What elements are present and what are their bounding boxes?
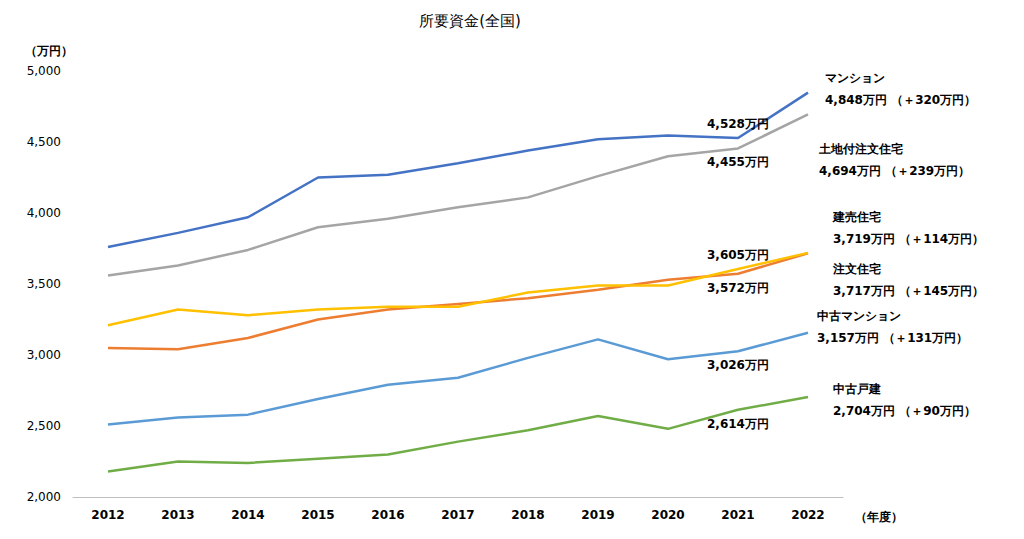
svg-text:2019: 2019	[581, 508, 614, 522]
svg-text:2013: 2013	[161, 508, 194, 522]
svg-text:2022: 2022	[791, 508, 824, 522]
svg-text:2,614万円: 2,614万円	[707, 417, 769, 431]
svg-text:2021: 2021	[721, 508, 754, 522]
svg-text:3,572万円: 3,572万円	[707, 281, 769, 295]
svg-text:4,500: 4,500	[27, 135, 61, 149]
svg-text:2017: 2017	[441, 508, 474, 522]
svg-text:2,000: 2,000	[27, 490, 61, 504]
svg-text:4,000: 4,000	[27, 206, 61, 220]
svg-text:2014: 2014	[231, 508, 264, 522]
svg-text:4,694万円 （＋239万円）: 4,694万円 （＋239万円）	[819, 164, 970, 178]
svg-text:3,026万円: 3,026万円	[707, 358, 769, 372]
svg-text:2015: 2015	[301, 508, 334, 522]
svg-text:2016: 2016	[371, 508, 404, 522]
svg-text:注文住宅: 注文住宅	[832, 262, 881, 276]
svg-text:（年度）: （年度）	[855, 510, 903, 524]
svg-text:4,455万円: 4,455万円	[707, 155, 769, 169]
svg-text:2018: 2018	[511, 508, 544, 522]
svg-text:4,528万円: 4,528万円	[707, 117, 769, 131]
svg-text:2,500: 2,500	[27, 419, 61, 433]
svg-text:2,704万円 （＋90万円）: 2,704万円 （＋90万円）	[833, 404, 976, 418]
svg-text:3,000: 3,000	[27, 348, 61, 362]
svg-text:3,717万円 （＋145万円）: 3,717万円 （＋145万円）	[833, 284, 984, 298]
svg-text:3,719万円 （＋114万円）: 3,719万円 （＋114万円）	[833, 232, 984, 246]
svg-text:中古マンション: 中古マンション	[817, 309, 901, 323]
svg-text:3,605万円: 3,605万円	[707, 248, 769, 262]
svg-text:2012: 2012	[91, 508, 124, 522]
svg-text:（万円）: （万円）	[25, 44, 73, 58]
svg-text:マンション: マンション	[825, 71, 885, 85]
svg-text:3,500: 3,500	[27, 277, 61, 291]
svg-text:4,848万円 （＋320万円）: 4,848万円 （＋320万円）	[825, 93, 976, 107]
svg-text:中古戸建: 中古戸建	[833, 382, 881, 396]
svg-text:建売住宅: 建売住宅	[832, 210, 881, 224]
svg-text:土地付注文住宅: 土地付注文住宅	[818, 142, 903, 156]
svg-text:3,157万円 （＋131万円）: 3,157万円 （＋131万円）	[817, 331, 968, 345]
svg-text:5,000: 5,000	[27, 64, 61, 78]
svg-text:所要資金(全国): 所要資金(全国)	[419, 12, 521, 30]
svg-text:2020: 2020	[651, 508, 684, 522]
